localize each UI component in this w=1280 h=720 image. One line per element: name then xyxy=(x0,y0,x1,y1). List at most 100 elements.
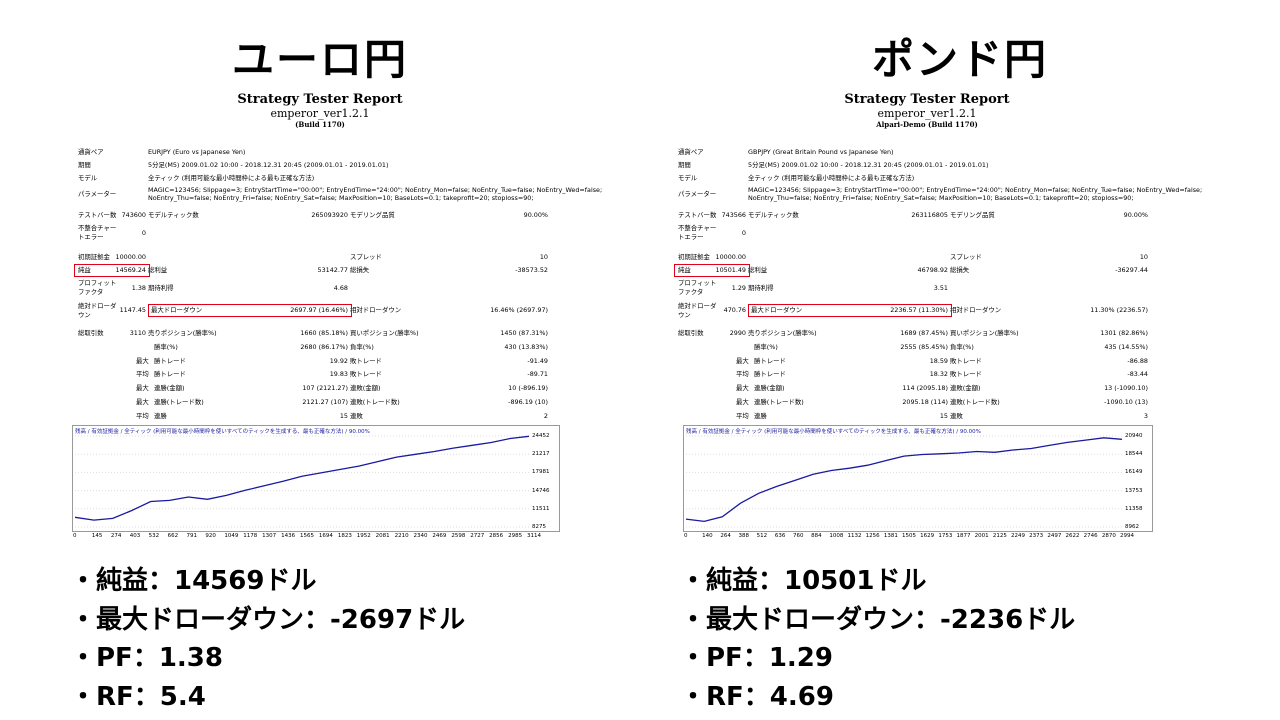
report-max-win-label: 勝トレード xyxy=(754,357,786,365)
balance-line xyxy=(685,437,1123,523)
report-max-loss-label: 敗トレード xyxy=(950,357,982,365)
report-bars-label: テストバー数 xyxy=(78,211,117,219)
report-max-loss-value: -86.88 xyxy=(1127,357,1148,365)
x-tick-label: 0 xyxy=(684,533,688,539)
x-tick-label: 1049 xyxy=(224,533,239,539)
report-consec-loss2-label: 連敗(トレード数) xyxy=(950,398,1000,406)
report-consec-loss-label: 連敗(金額) xyxy=(950,384,981,392)
x-tick-label: 1132 xyxy=(847,533,862,539)
report-abs-dd-label1: 絶対ドローダ xyxy=(78,302,117,310)
summary-list: ・純益：14569ドル・最大ドローダウン：-2697ドル ・PF：1.38 ・RF：… xyxy=(70,562,465,716)
report-abs-dd-label2: ウン xyxy=(678,311,691,319)
report-quality-label: モデリング品質 xyxy=(950,211,995,219)
report-max3-label: 最大 xyxy=(736,398,749,406)
report-max-dd-label: 最大ドローダウン xyxy=(751,306,803,314)
y-tick-label: 20940 xyxy=(1125,433,1143,439)
report-gross-profit-label: 総利益 xyxy=(748,266,768,274)
report-deposit-label: 初期証拠金 xyxy=(678,253,710,261)
report-win-label: 勝率(%) xyxy=(154,343,178,351)
report-long-label: 買いポジション(勝率%) xyxy=(950,329,1019,337)
report-avg-win-label: 勝トレード xyxy=(754,370,786,378)
report-abs-dd-value: 1147.45 xyxy=(119,306,146,314)
x-tick-label: 2746 xyxy=(1083,533,1098,539)
report-abs-dd-value: 470.76 xyxy=(723,306,746,314)
balance-line xyxy=(74,435,530,521)
y-tick-label: 14746 xyxy=(532,487,550,494)
report-max-loss-value: -91.49 xyxy=(527,357,548,365)
report-trades-label: 総取引数 xyxy=(678,329,704,337)
report-expected-label: 期待利得 xyxy=(748,284,774,292)
report-consec-loss2-value: -896.19 (10) xyxy=(508,398,548,406)
report-max-dd-value: 2236.57 (11.30%) xyxy=(890,306,948,314)
x-tick-label: 1823 xyxy=(337,533,352,539)
report-avg-loss-label: 敗トレード xyxy=(350,370,382,378)
report-table: 通貨ペア EURJPY (Euro vs Japanese Yen) 期間 5分足(M… xyxy=(74,148,602,423)
report-max-win-label: 勝トレード xyxy=(154,357,186,365)
panel-title: ユーロ円 xyxy=(231,35,408,84)
report-ticks-label: モデルティック数 xyxy=(748,211,799,219)
eurjpy-panel: ユーロ円 Strategy Tester Report emperor_ver1… xyxy=(70,35,602,716)
report-consec-loss-value: 13 (-1090.10) xyxy=(1104,384,1148,392)
report-avg-loss-value: -83.44 xyxy=(1127,370,1148,378)
equity-chart: 残高 / 有効証拠金 / 全ティック (利用可能な最小時間枠を使いすべてのティッ… xyxy=(683,425,1153,539)
y-tick-label: 8962 xyxy=(1125,524,1139,530)
x-tick-label: 2994 xyxy=(1120,533,1134,539)
report-mismatch-label2: トエラー xyxy=(678,233,704,241)
x-tick-label: 662 xyxy=(167,533,179,539)
summary-item: ・純益：10501ドル xyxy=(680,566,927,596)
max-drawdown-highlight xyxy=(748,304,952,317)
report-win-value: 2680 (86.17%) xyxy=(300,343,348,351)
report-consec-win-label: 連勝(金額) xyxy=(754,384,785,392)
report-pair-value: EURJPY (Euro vs Japanese Yen) xyxy=(148,148,246,156)
report-short-label: 売りポジション(勝率%) xyxy=(748,329,817,337)
report-avg-consec-win-value: 15 xyxy=(339,412,348,420)
x-tick-label: 264 xyxy=(720,533,731,539)
summary-item: ・PF：1.38 xyxy=(70,643,223,673)
report-expected-value: 3.51 xyxy=(933,284,948,292)
x-tick-label: 1694 xyxy=(318,533,333,539)
report-avg-win-value: 19.83 xyxy=(329,370,348,378)
report-rel-dd-value: 11.30% (2236.57) xyxy=(1090,306,1148,314)
report-max-win-value: 19.92 xyxy=(329,357,348,365)
x-tick-label: 791 xyxy=(186,533,198,539)
report-consec-loss-value: 10 (-896.19) xyxy=(508,384,548,392)
report-net-value: 14569.24 xyxy=(115,266,147,274)
x-tick-label: 2598 xyxy=(451,533,466,539)
equity-chart-svg xyxy=(74,435,530,528)
report-short-value: 1660 (85.18%) xyxy=(300,329,348,337)
summary-item: ・最大ドローダウン：-2697ドル xyxy=(70,604,466,635)
report-params-value1: MAGIC=123456; Slippage=3; EntryStartTime… xyxy=(748,186,1203,194)
summary-item: ・最大ドローダウン：-2236ドル xyxy=(680,604,1076,635)
report-avg-loss-value: -89.71 xyxy=(527,370,548,378)
x-tick-label: 1307 xyxy=(262,533,277,539)
report-pf-value: 1.38 xyxy=(131,284,146,292)
report-deposit-label: 初期証拠金 xyxy=(78,253,110,261)
report-pair-label: 通貨ペア xyxy=(78,148,104,156)
net-profit-highlight xyxy=(74,264,150,277)
report-max2-label: 最大 xyxy=(736,384,749,392)
report-model-label: モデル xyxy=(678,174,698,182)
x-tick-label: 388 xyxy=(738,533,750,539)
report-model-label: モデル xyxy=(78,174,98,182)
summary-item: ・純益：14569ドル xyxy=(70,566,317,596)
x-tick-label: 2373 xyxy=(1029,533,1044,539)
report-max-loss-label: 敗トレード xyxy=(350,357,382,365)
summary-item: ・RF：5.4 xyxy=(70,681,206,712)
report-quality-value: 90.00% xyxy=(1123,211,1148,219)
report-pf-label1: プロフィット xyxy=(678,279,717,287)
report-win-value: 2555 (85.45%) xyxy=(900,343,948,351)
report-rel-dd-value: 16.46% (2697.97) xyxy=(490,306,548,314)
x-tick-label: 532 xyxy=(148,533,160,539)
x-tick-label: 1505 xyxy=(902,533,916,539)
x-tick-label: 920 xyxy=(205,533,216,539)
report-trades-value: 2990 xyxy=(729,329,746,337)
report-avg-consec-win-label: 連勝 xyxy=(154,412,167,420)
report-consec-win2-value: 2095.18 (114) xyxy=(902,398,948,406)
report-model-value: 全ティック (利用可能な最小時間枠による最も正確な方法) xyxy=(748,174,915,182)
report-mismatch-value: 0 xyxy=(741,229,746,237)
report-loss-value: 435 (14.55%) xyxy=(1104,343,1148,351)
report-rel-dd-label: 相対ドローダウン xyxy=(950,306,1002,314)
report-pf-label2: ファクタ xyxy=(78,288,104,296)
report-avg-consec-loss-value: 2 xyxy=(543,412,548,420)
report-expected-label: 期待利得 xyxy=(148,284,174,292)
